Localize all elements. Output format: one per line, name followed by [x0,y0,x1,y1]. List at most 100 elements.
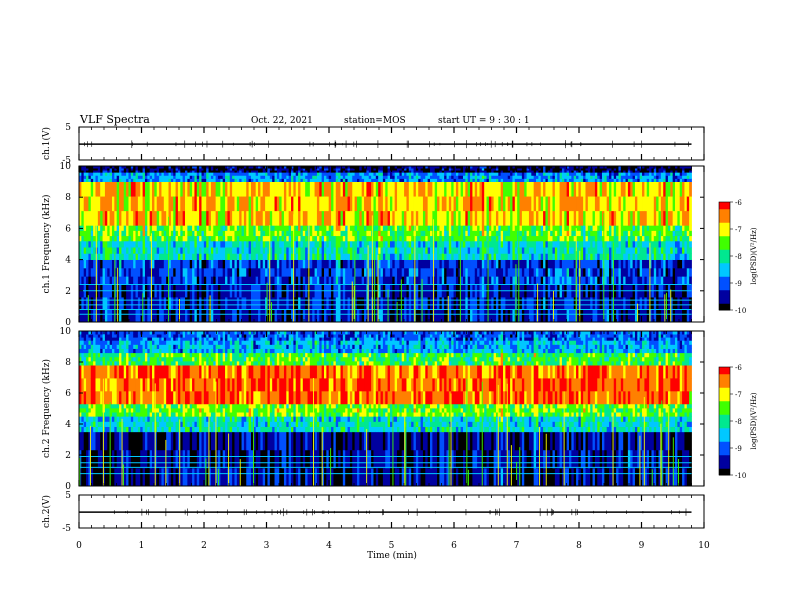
spectrogram-cell [373,178,377,182]
spectrogram-cell [359,225,363,231]
spectrogram-cell [408,210,412,226]
spectrogram-cell [345,170,348,173]
spectrogram-cell [481,309,485,323]
spectrogram-cell [613,259,617,269]
spectrogram-cell [342,240,346,248]
spectrogram-cell [545,170,549,173]
spectrogram-cell [250,230,254,237]
spectrogram-cell [446,225,450,231]
spectrogram-cell [519,168,523,171]
spectrogram-cell [467,178,471,182]
spectrogram-cell [375,181,379,197]
spectrogram-cell [79,170,82,173]
spectrogram-cell [474,175,478,179]
spectrogram-cell [149,210,153,226]
spectrogram-cell [182,210,186,226]
spectrogram-cell [180,225,184,231]
spectrogram-cell [196,181,200,197]
spectrogram-cell [519,276,523,285]
spectrogram-cell [217,175,221,179]
spectrogram-cell [130,181,134,197]
spectrogram-cell [604,240,608,248]
spectrogram-cell [569,196,572,212]
spectrogram-cell [314,210,318,226]
spectrogram-cell [161,253,165,260]
spectrogram-cell [291,253,294,260]
spectrogram-cell [232,172,235,176]
spectrogram-cell [512,297,516,310]
spectrogram-cell [201,175,205,179]
spectrogram-cell [269,168,273,171]
spectrogram-cell [170,196,174,212]
spectrogram-cell [262,175,266,179]
spectrogram-cell [156,166,160,169]
spectrogram-cell [326,240,330,248]
spectrogram-cell [159,170,162,173]
spectrogram-cell [227,170,231,173]
spectrogram-cell [229,240,233,248]
spectrogram-cell [505,230,509,237]
spectrogram-cell [279,235,282,242]
spectrogram-cell [342,175,346,179]
spectrogram-cell [427,259,431,269]
spectrogram-cell [166,181,169,197]
spectrogram-cell [368,196,372,212]
spectrogram-cell [399,181,403,197]
spectrogram-cell [479,172,483,176]
spectrogram-cell [88,309,92,323]
spectrogram-cell [571,230,575,237]
spectrogram-cell [81,309,85,323]
spectrogram-cell [83,297,87,310]
spectrogram-cell [462,175,466,179]
spectrogram-cell [274,276,278,285]
spectrogram-cell [104,253,108,260]
spectrogram-cell [168,210,172,226]
spectrogram-cell [559,170,563,173]
spectrogram-cell [144,196,148,212]
spectrogram-cell [316,247,320,254]
spectrogram-cell [524,210,527,226]
spectrogram-cell [368,235,372,242]
spectrogram-cell [606,168,610,171]
spectrogram-cell [192,240,195,248]
spectrogram-cell [514,235,518,242]
spectrogram-cell [519,235,523,242]
spectrogram-cell [472,297,476,310]
spectrogram-cell [201,178,205,182]
spectrogram-cell [262,178,266,182]
spectrogram-cell [324,230,327,237]
spectrogram-cell [397,181,400,197]
spectrogram-cell [331,247,334,254]
spectrogram-cell [147,240,151,248]
spectrogram-cell [97,247,101,254]
spectrogram-cell [81,181,85,197]
spectrogram-cell [422,259,426,269]
spectrogram-cell [364,170,367,173]
spectrogram-cell [406,210,410,226]
spectrogram-cell [175,247,179,254]
spectrogram-cell [552,210,556,226]
spectrogram-cell [95,253,99,260]
spectrogram-cell [578,172,582,176]
spectrogram-cell [128,253,132,260]
spectrogram-cell [538,276,542,285]
spectrogram-cell [95,181,99,197]
spectrogram-cell [561,247,565,254]
spectrogram-cell [149,170,153,173]
spectrogram-cell [126,253,129,260]
spectrogram-cell [166,276,169,285]
spectrogram-cell [196,166,200,169]
spectrogram-cell [604,196,608,212]
spectrogram-cell [498,309,502,323]
spectrogram-cell [481,276,485,285]
spectrogram-cell [609,297,612,310]
spectrogram-cell [462,172,466,176]
spectrogram-cell [375,172,379,176]
spectrogram-cell [453,168,457,171]
spectrogram-cell [335,168,339,171]
spectrogram-cell [387,235,391,242]
spectrogram-cell [225,297,228,310]
spectrogram-cell [326,309,330,323]
spectrogram-cell [524,196,527,212]
spectrogram-cell [291,247,294,254]
